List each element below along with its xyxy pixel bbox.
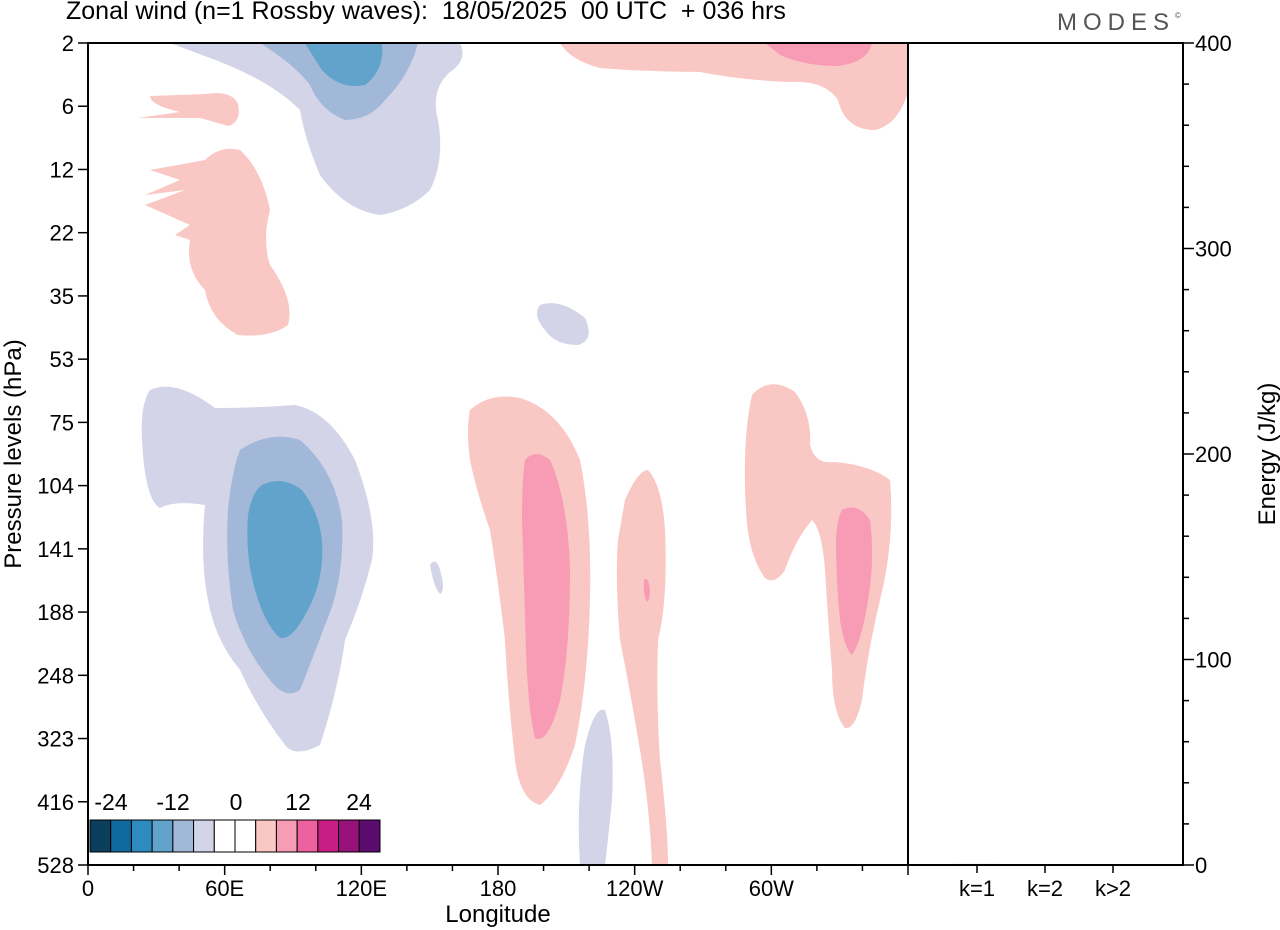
colorbar-swatch (110, 819, 132, 853)
colorbar-label: -12 (156, 789, 189, 815)
energy-category-label: k=1 (959, 876, 995, 901)
y-axis: 2 6 12 22 35 53 75 104 141 188 248 323 416 528 (37, 31, 88, 878)
x-tick-label: 180 (480, 876, 517, 901)
y-tick-label: 22 (50, 221, 74, 246)
x-tick-label: 120W (606, 876, 664, 901)
y-tick-label: 104 (37, 474, 74, 499)
y-tick-label: 6 (62, 94, 74, 119)
colorbar-swatch (193, 819, 215, 853)
contour-pos-120w-speck (643, 578, 650, 602)
y-tick-label: 2 (62, 31, 74, 56)
contour-pos-upper-right-inner (765, 43, 872, 66)
colorbar-swatch (317, 819, 340, 853)
colorbar-swatch (172, 819, 195, 853)
colorbar-label: 12 (285, 789, 311, 815)
energy-axis: 0 100 200 300 400 (1183, 31, 1232, 878)
colorbar-swatch (358, 819, 381, 853)
x-axis: 0 60E 120E 180 120W 60W (82, 865, 909, 901)
x-axis-title: Longitude (445, 901, 550, 928)
energy-tick-label: 200 (1195, 442, 1232, 467)
energy-panel-frame (907, 42, 1184, 866)
colorbar-swatch (130, 819, 153, 853)
contour-neg-upper-inner (305, 43, 383, 86)
contour-pos-60w-inner (836, 507, 873, 655)
energy-tick-label: 400 (1195, 31, 1232, 56)
x-tick-label: 120E (336, 876, 387, 901)
colorbar-swatch (275, 819, 298, 853)
y-tick-label: 248 (37, 663, 74, 688)
colorbar-swatch (89, 819, 112, 853)
y-tick-label: 416 (37, 790, 74, 815)
x-tick-label: 0 (82, 876, 94, 901)
energy-bar (955, 863, 999, 865)
contour-neg-bottom (578, 709, 613, 865)
energy-axis-title: Energy (J/kg) (1254, 383, 1280, 526)
y-tick-label: 141 (37, 537, 74, 562)
y-axis-title: Pressure levels (hPa) (0, 339, 27, 568)
contour-pos-120w (616, 470, 668, 865)
y-tick-label: 528 (37, 853, 74, 878)
x-tick-label: 60W (749, 876, 794, 901)
energy-tick-label: 100 (1195, 648, 1232, 673)
colorbar-swatch (234, 819, 257, 853)
y-tick-label: 35 (50, 284, 74, 309)
colorbar-swatch (213, 819, 236, 853)
y-tick-label: 12 (50, 157, 74, 182)
colorbar-label: -24 (94, 789, 127, 815)
chart-title: Zonal wind (n=1 Rossby waves): 18/05/202… (66, 0, 786, 25)
contour-pos-180-inner (522, 454, 570, 739)
y-tick-label: 323 (37, 727, 74, 752)
x-tick-label: 60E (205, 876, 244, 901)
y-tick-label: 53 (50, 347, 74, 372)
colorbar-label: 0 (230, 789, 243, 815)
energy-bar (1091, 864, 1135, 866)
colorbar-swatch (255, 819, 277, 853)
colorbar-swatch (296, 819, 319, 853)
colorbar-swatch (338, 819, 360, 853)
colorbar-swatch (151, 819, 174, 853)
colorbar-labels: -24 -12 0 12 24 (94, 789, 372, 815)
contour-neg-lower-inner (247, 481, 323, 639)
energy-category-label: k=2 (1027, 876, 1063, 901)
colorbar (89, 819, 381, 853)
energy-tick-label: 0 (1195, 853, 1207, 878)
contour-fields (138, 43, 908, 865)
modes-logo: MODES© (1057, 9, 1181, 36)
y-tick-label: 75 (50, 410, 74, 435)
energy-category-label: k>2 (1095, 876, 1131, 901)
contour-neg-speck (430, 561, 443, 594)
contour-neg-mid-blob (536, 303, 589, 345)
contour-pos-left-small (138, 93, 239, 126)
colorbar-label: 24 (346, 789, 372, 815)
contour-pos-left-large (145, 148, 290, 336)
energy-bars: k=1 k=2 k>2 (955, 863, 1135, 901)
energy-tick-label: 300 (1195, 237, 1232, 262)
y-tick-label: 188 (37, 600, 74, 625)
